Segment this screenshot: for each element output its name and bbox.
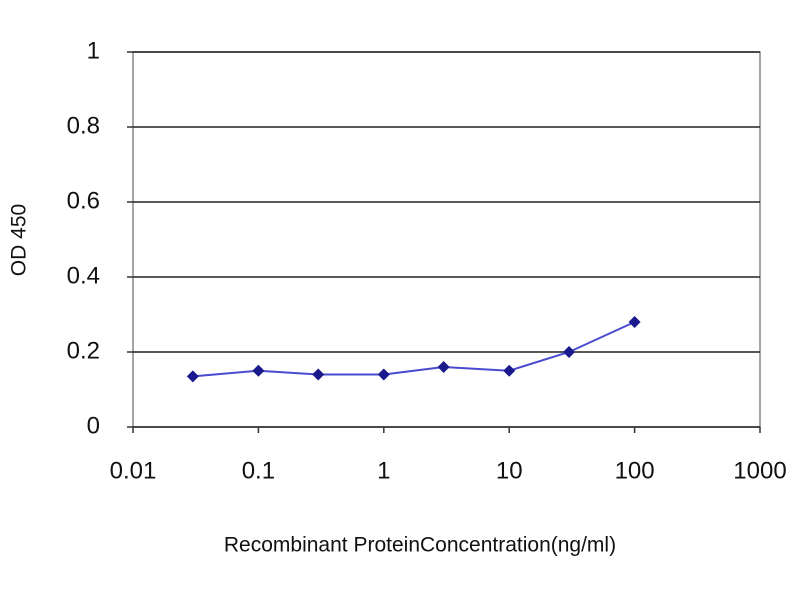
x-tick-label: 0.1 bbox=[242, 457, 275, 484]
y-tick-label: 0.6 bbox=[67, 187, 100, 214]
x-tick-label: 10 bbox=[496, 457, 523, 484]
data-point bbox=[377, 368, 390, 381]
data-point bbox=[628, 316, 641, 328]
series-line bbox=[192, 321, 636, 378]
y-tick-label: 1 bbox=[87, 37, 100, 64]
x-tick-label: 100 bbox=[615, 457, 655, 484]
data-point bbox=[252, 364, 265, 377]
data-point bbox=[186, 370, 199, 383]
x-tick-label: 1 bbox=[377, 457, 390, 484]
data-point bbox=[503, 364, 516, 377]
y-axis-title: OD 450 bbox=[8, 204, 31, 276]
x-tick-label: 1000 bbox=[733, 457, 786, 484]
x-axis-title: Recombinant ProteinConcentration(ng/ml) bbox=[224, 534, 616, 557]
data-point bbox=[312, 368, 325, 381]
y-tick-label: 0 bbox=[87, 412, 100, 439]
y-tick-label: 0.8 bbox=[67, 112, 100, 139]
x-tick-label: 0.01 bbox=[110, 457, 157, 484]
data-point bbox=[563, 346, 576, 358]
plot-area bbox=[132, 51, 761, 428]
data-point bbox=[437, 361, 450, 373]
y-tick-label: 0.4 bbox=[67, 262, 100, 289]
y-tick-label: 0.2 bbox=[67, 337, 100, 364]
